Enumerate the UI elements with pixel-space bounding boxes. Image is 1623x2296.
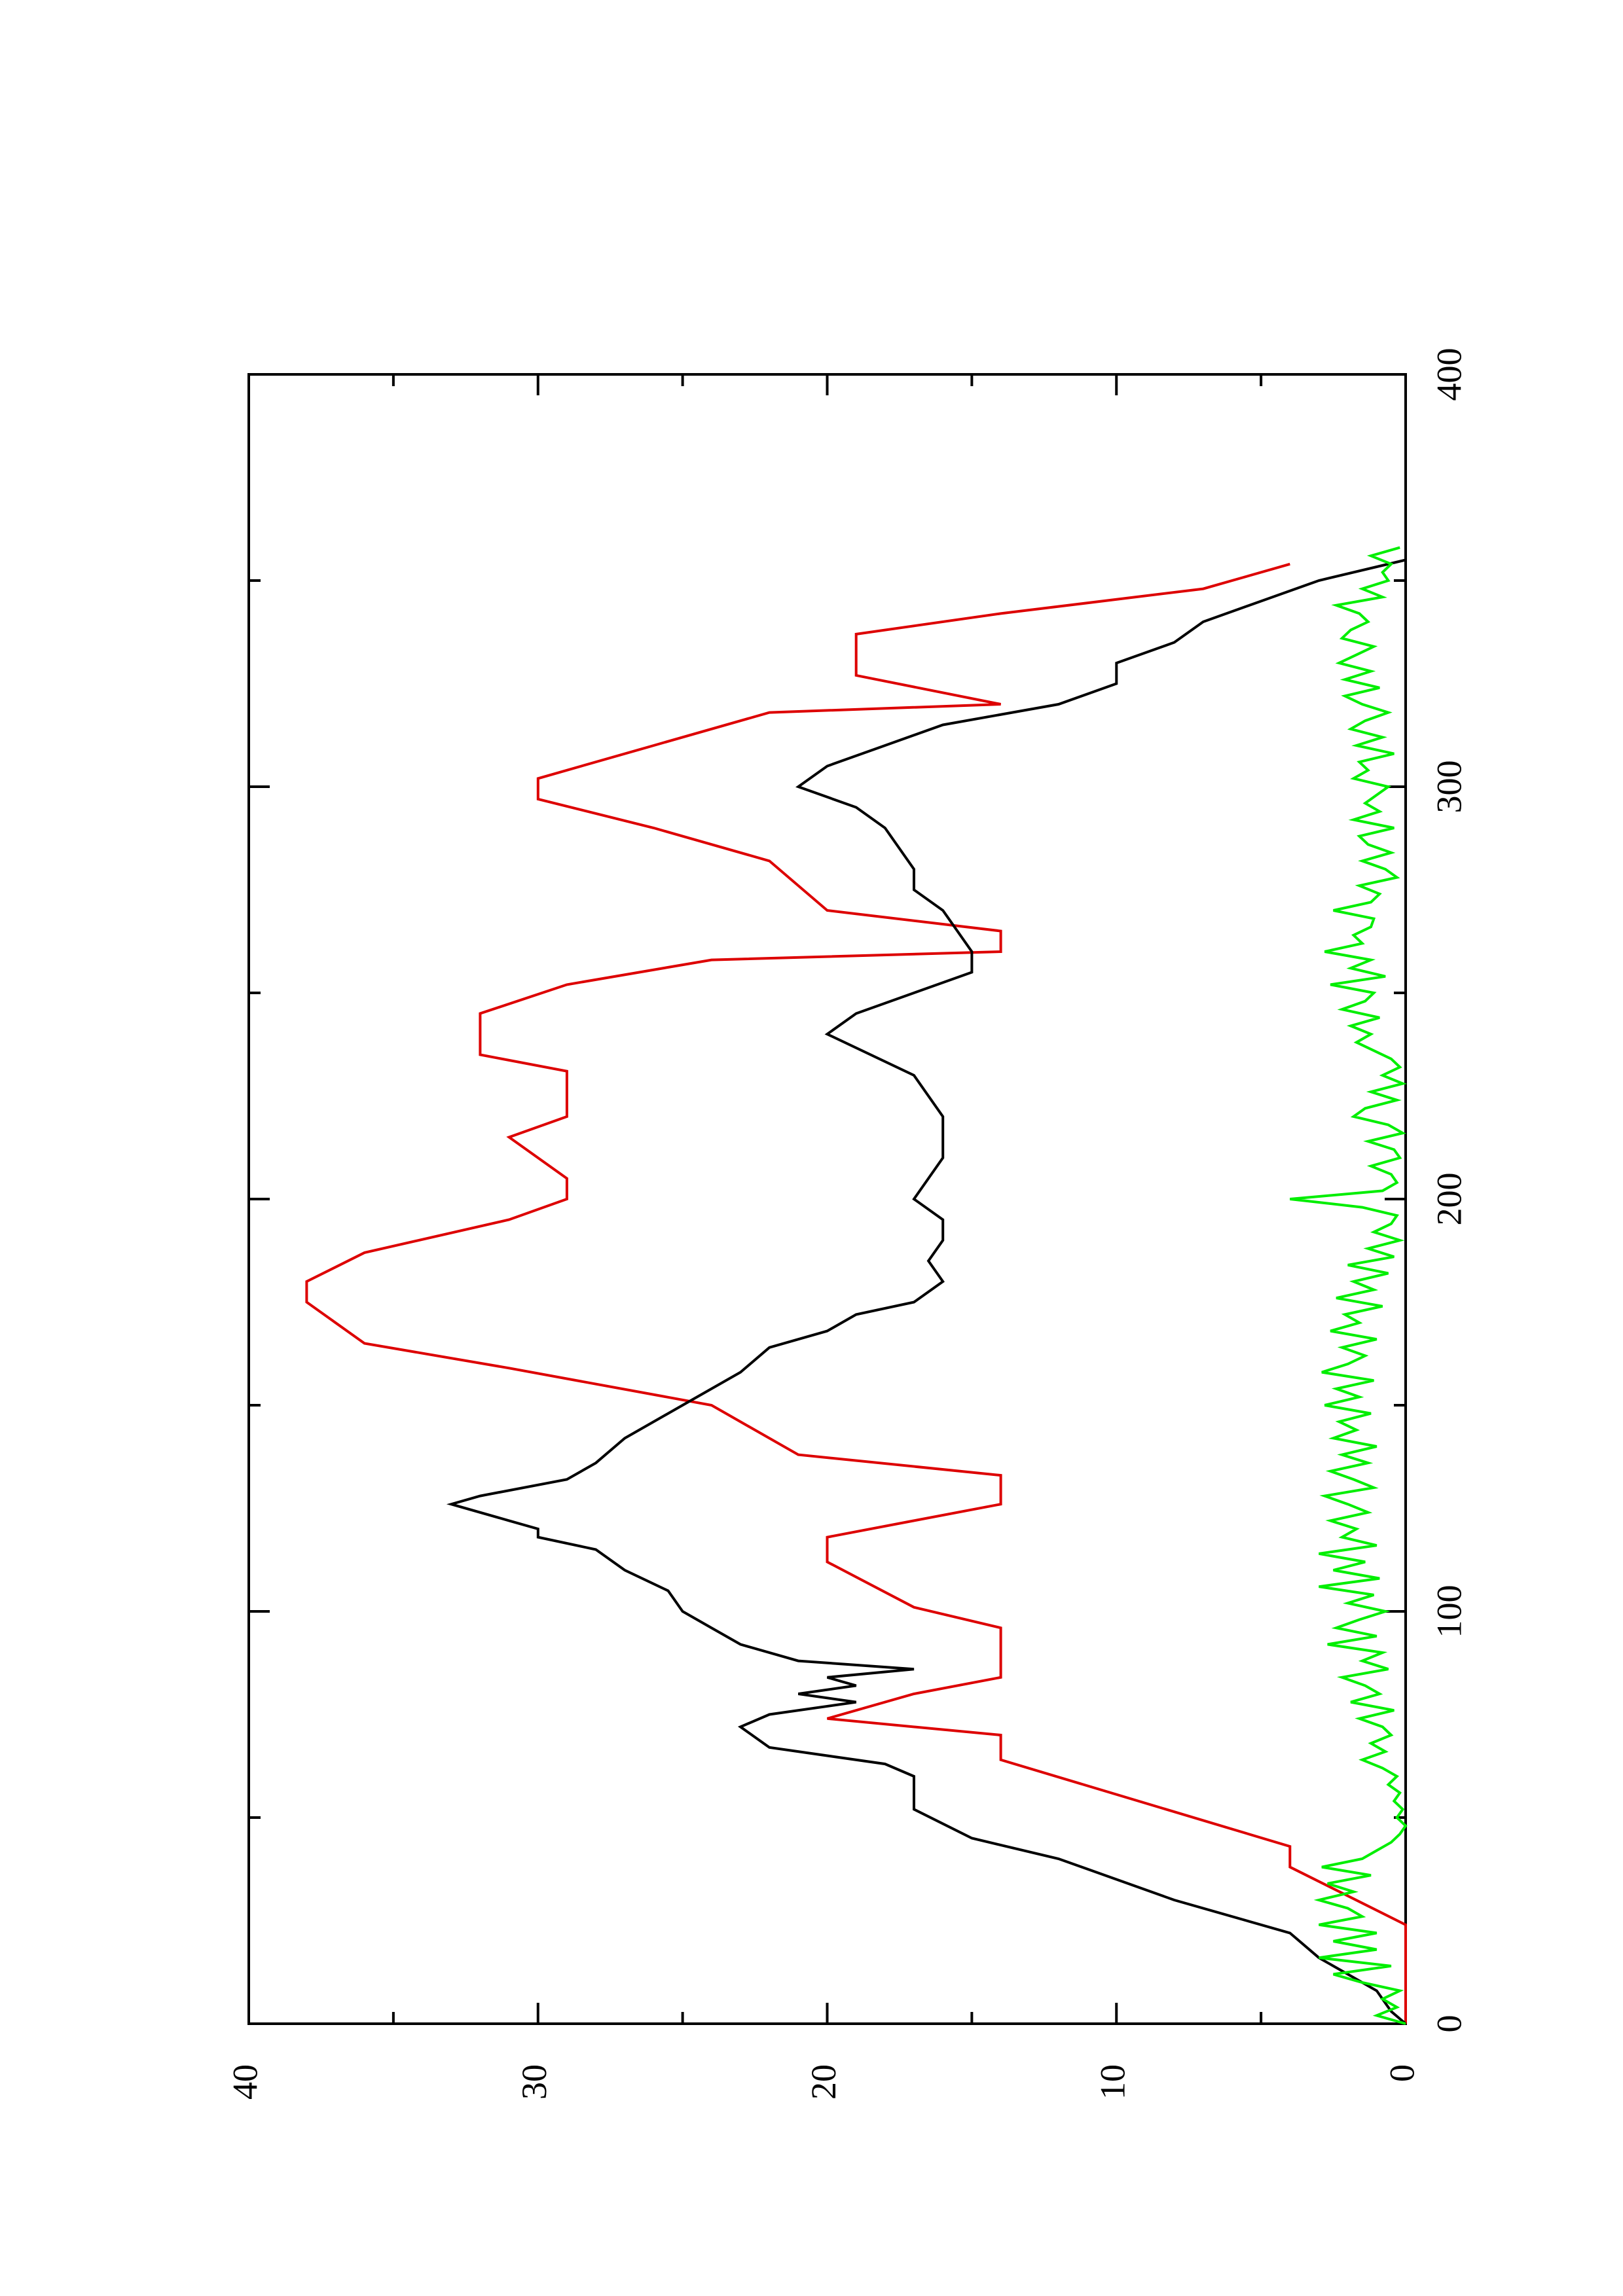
x-tick-label: 300: [1429, 761, 1468, 814]
y-tick-label: 40: [225, 2064, 264, 2100]
x-tick-label: 400: [1429, 348, 1468, 401]
series-black-line: [446, 558, 1407, 2025]
series-green-line: [1290, 546, 1408, 2025]
x-tick-label: 0: [1429, 2015, 1468, 2033]
plot-area: 0 100 200 300 400 0 10 20 30 40: [225, 348, 1468, 2100]
series-red-line: [305, 562, 1407, 2024]
x-tick-label: 100: [1429, 1585, 1468, 1638]
y-tick-label: 30: [515, 2064, 554, 2100]
y-tick-label: 20: [804, 2064, 843, 2100]
y-tick-label: 0: [1382, 2064, 1421, 2082]
x-tick-label: 200: [1429, 1173, 1468, 1226]
y-tick-label: 10: [1093, 2064, 1133, 2100]
